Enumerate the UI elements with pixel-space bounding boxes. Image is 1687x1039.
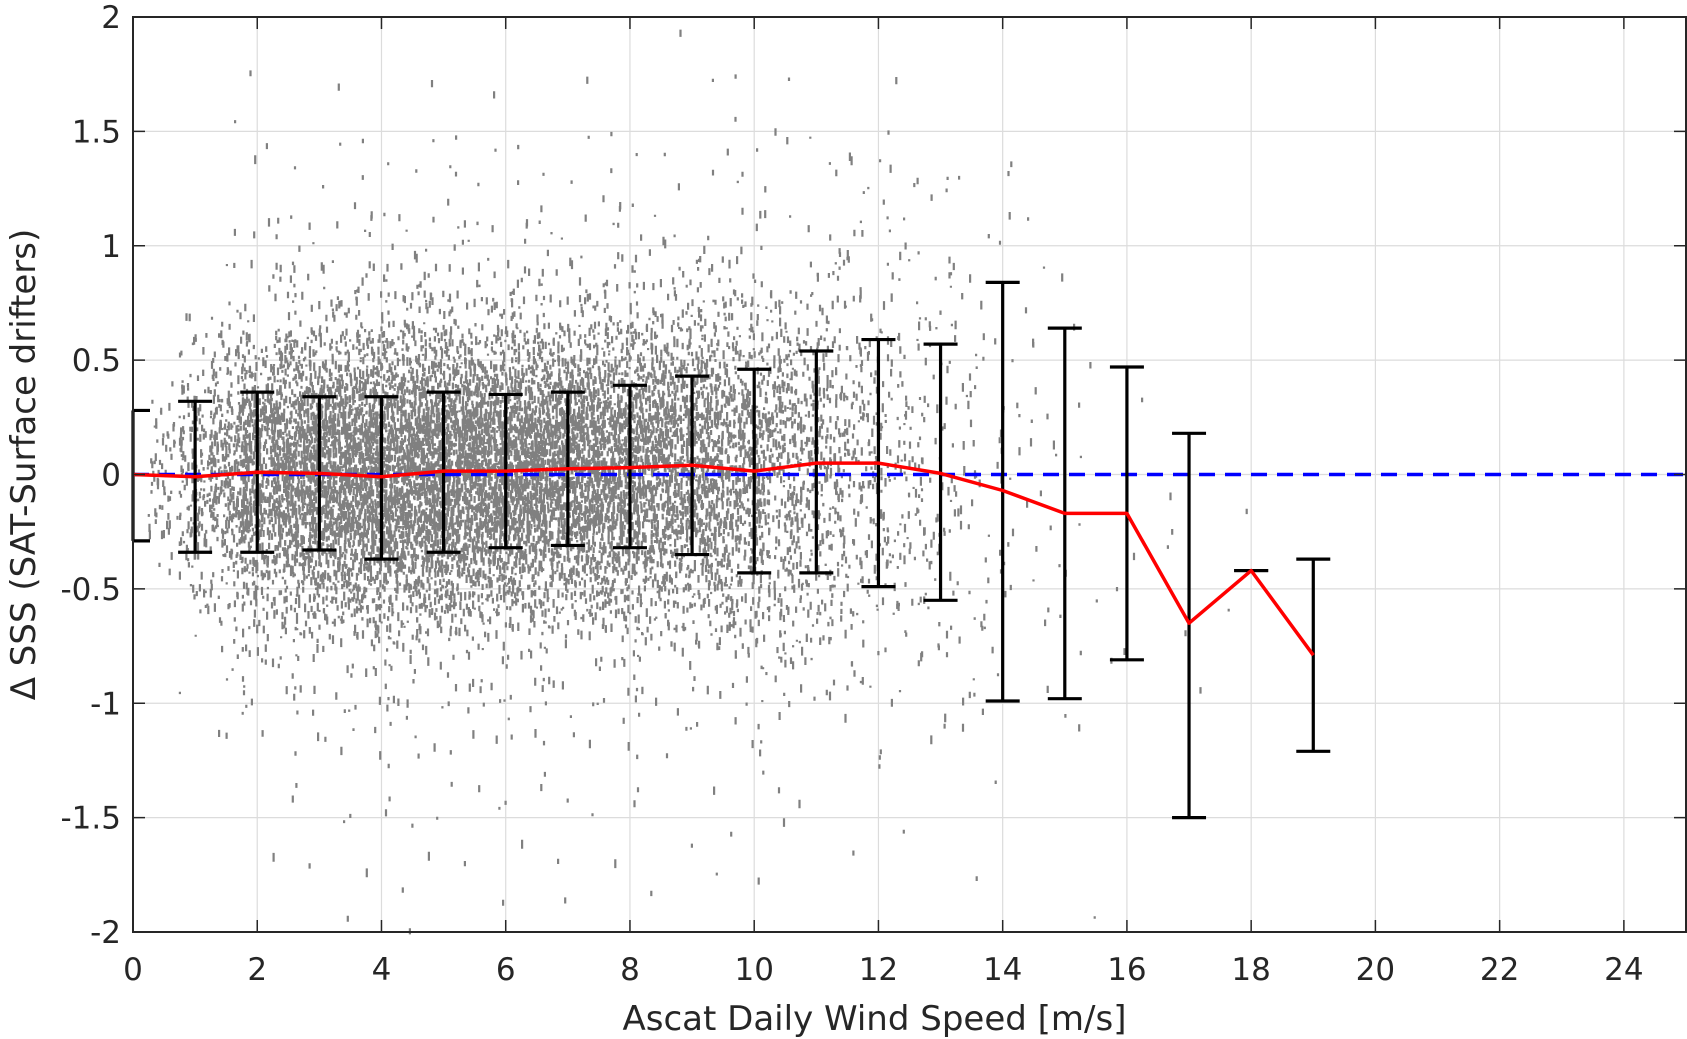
- error-bars: [131, 280, 1331, 820]
- x-tick-label: 14: [983, 952, 1022, 988]
- mean-line: [132, 461, 1315, 657]
- x-tick-label: 18: [1231, 952, 1270, 988]
- x-tick-label: 0: [123, 952, 143, 988]
- x-tick-label: 10: [734, 952, 773, 988]
- x-tick-label: 22: [1480, 952, 1519, 988]
- y-tick-label: 1.5: [72, 114, 121, 150]
- y-tick-label: 1: [101, 229, 121, 265]
- x-tick-label: 16: [1107, 952, 1146, 988]
- scatter-point-cloud: [147, 29, 1248, 935]
- axes: [132, 16, 1687, 933]
- x-tick-label: 20: [1356, 952, 1395, 988]
- y-tick-label: 2: [101, 0, 121, 36]
- error-bar: [1172, 431, 1207, 820]
- scatter-points: [147, 29, 1248, 935]
- x-tick-label: 6: [496, 952, 516, 988]
- x-axis-label: Ascat Daily Wind Speed [m/s]: [623, 999, 1127, 1039]
- y-tick-label: -1: [90, 686, 121, 722]
- x-tick-label: 4: [372, 952, 392, 988]
- x-tick-label: 8: [620, 952, 640, 988]
- x-tick-label: 12: [859, 952, 898, 988]
- y-tick-label: -1.5: [61, 801, 122, 837]
- x-tick-label: 24: [1604, 952, 1643, 988]
- y-tick-label: -0.5: [61, 572, 122, 608]
- tick-labels: 0 2 4 6 8 10 12 14 16 18 20 22 2421.510.50-0.5-1-1.5…: [61, 0, 1644, 988]
- y-axis-label: Δ SSS (SAT-Surface drifters): [4, 229, 44, 701]
- y-tick-label: 0.5: [72, 343, 121, 379]
- y-tick-label: -2: [90, 915, 121, 951]
- x-tick-label: 2: [247, 952, 267, 988]
- mean-line-layer: [132, 461, 1315, 657]
- y-tick-label: 0: [101, 458, 121, 494]
